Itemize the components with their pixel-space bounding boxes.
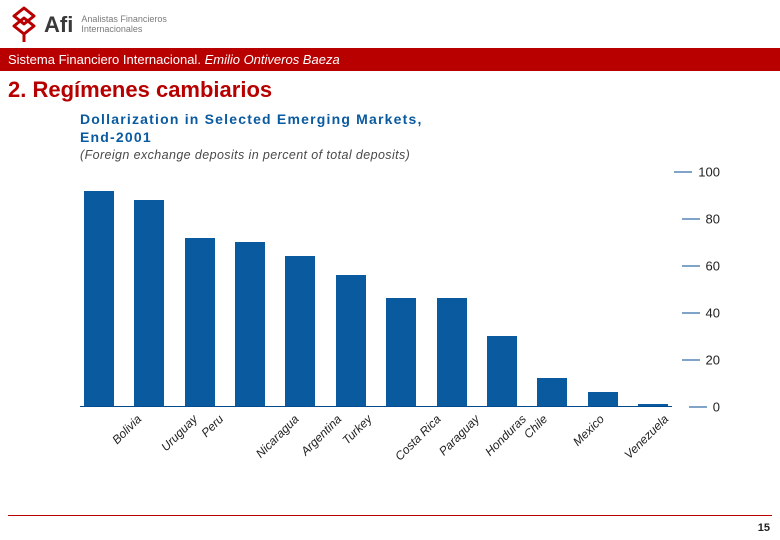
- logo-text-main: Afi: [44, 12, 73, 38]
- chart-container: Dollarization in Selected Emerging Marke…: [80, 111, 720, 407]
- y-tick: 0: [689, 400, 720, 415]
- plot-inner: BoliviaUruguayPeruNicaraguaArgentinaTurk…: [80, 172, 672, 407]
- y-tick: 40: [682, 306, 720, 321]
- logo-sub: Analistas Financieros Internacionales: [81, 15, 167, 35]
- chart-title-line2: End-2001: [80, 129, 152, 145]
- chart-subtitle: (Foreign exchange deposits in percent of…: [80, 148, 720, 162]
- bar: [537, 378, 567, 406]
- header: Afi Analistas Financieros Internacionale…: [0, 0, 780, 48]
- bars-group: [80, 172, 672, 406]
- y-tick: 60: [682, 259, 720, 274]
- x-label: Costa Rica: [360, 406, 390, 466]
- x-label: Argentina: [268, 406, 298, 466]
- bar: [285, 256, 315, 406]
- y-tick: 100: [674, 165, 720, 180]
- section-title: 2. Regímenes cambiarios: [0, 71, 780, 107]
- footer-divider: [8, 515, 772, 516]
- chart-title-line1: Dollarization in Selected Emerging Marke…: [80, 111, 423, 127]
- x-label: Turkey: [314, 406, 344, 466]
- bar: [638, 404, 668, 406]
- red-title-bar: Sistema Financiero Internacional. Emilio…: [0, 48, 780, 71]
- logo-icon: [10, 6, 38, 44]
- x-label: Peru: [176, 406, 206, 466]
- x-label: Honduras: [452, 406, 482, 466]
- bar: [336, 275, 366, 406]
- bar: [487, 336, 517, 406]
- bar: [185, 238, 215, 406]
- y-axis-ticks: 020406080100: [672, 172, 720, 407]
- x-label: Mexico: [544, 406, 574, 466]
- logo-sub-line2: Internacionales: [81, 25, 167, 35]
- author-name: Emilio Ontiveros Baeza: [205, 52, 340, 67]
- x-label: Uruguay: [130, 406, 160, 466]
- bar: [437, 298, 467, 406]
- bar: [386, 298, 416, 406]
- bar: [84, 191, 114, 406]
- y-tick: 80: [682, 212, 720, 227]
- bar: [235, 242, 265, 406]
- x-label: Nicaragua: [222, 406, 252, 466]
- bar: [588, 392, 618, 406]
- x-label: Bolivia: [84, 406, 114, 466]
- page-number: 15: [758, 522, 770, 534]
- y-tick: 20: [682, 353, 720, 368]
- bar: [134, 200, 164, 406]
- x-label: Venezuela: [590, 406, 620, 466]
- course-name: Sistema Financiero Internacional.: [8, 52, 201, 67]
- chart-plot-area: BoliviaUruguayPeruNicaraguaArgentinaTurk…: [80, 172, 720, 407]
- x-label: Chile: [498, 406, 528, 466]
- x-axis-labels: Bolivia Uruguay Peru Nicaragua Argentina Turk…: [80, 406, 624, 466]
- chart-title: Dollarization in Selected Emerging Marke…: [80, 111, 720, 146]
- x-label: Paraguay: [406, 406, 436, 466]
